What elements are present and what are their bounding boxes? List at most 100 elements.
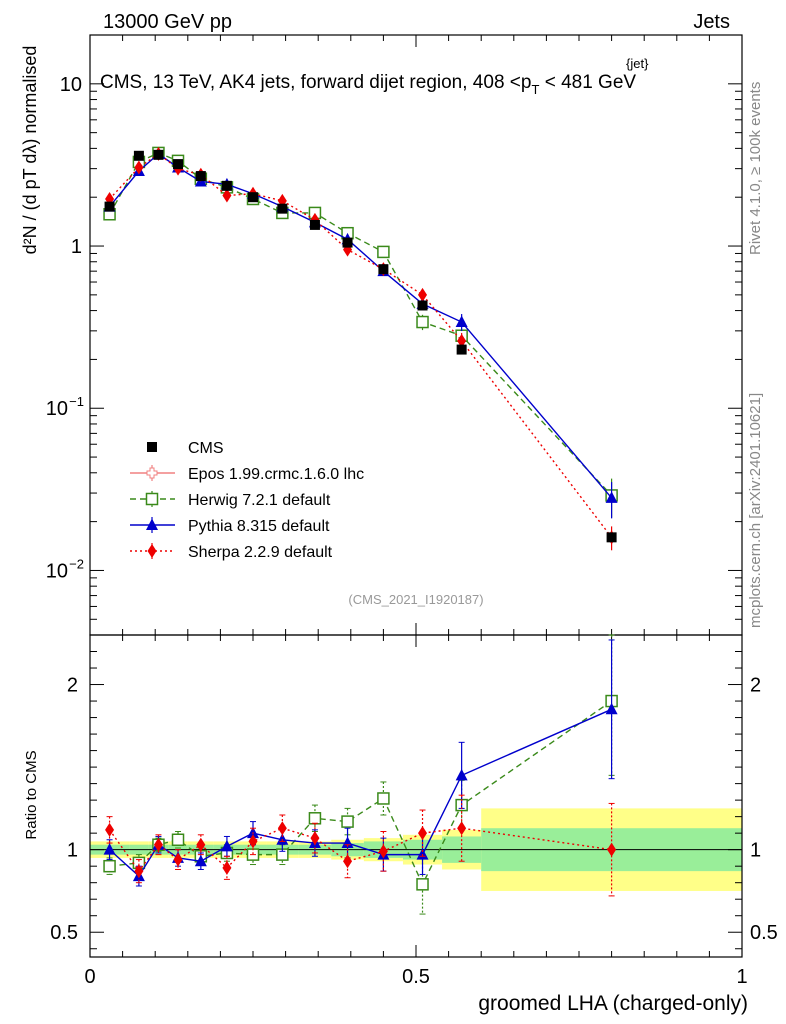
legend-marker [145,492,159,506]
y-tick-label: 1 [71,236,82,258]
ratio-y-label: Ratio to CMS [23,750,40,839]
x-tick-label: 1 [736,966,747,988]
series-line-main [108,152,613,496]
legend-entry: CMS [147,440,224,457]
ratio-panel: 0 0.5 10.5 0.51 12 2 [50,634,778,988]
series-point-ratio [171,833,185,847]
data-point [173,159,184,170]
y-tick-label: 10 [46,398,68,420]
y-tick-label: 10 [46,560,68,582]
ratio-y-tick-label-right: 2 [750,675,761,697]
y-tick-exponent: −2 [69,556,84,571]
series-point-main [134,160,144,175]
data-point [417,300,428,311]
x-tick-label: 0 [84,966,95,988]
ratio-frame [89,634,743,958]
ratio-y-tick-label: 2 [67,675,78,697]
data-point [104,201,115,212]
data-point [378,264,389,275]
series-point-main [605,491,618,503]
legend-marker [146,518,158,530]
plot-title-sub: T [531,82,539,97]
plot-title-sup: {jet} [626,56,649,71]
series-line-ratio [108,827,612,873]
data-point [606,532,617,543]
series-line-main [109,152,613,499]
rivet-label: Rivet 4.1.0, ≥ 100k events [747,82,764,255]
series-point-ratio [103,859,116,873]
series-point-ratio [455,768,468,781]
series-point-main [416,315,429,329]
data-point [153,149,164,160]
mcplots-label: mcplots.cern.ch [arXiv:2401.10621] [747,393,764,628]
series-point-ratio [308,812,322,825]
legend-entry: Epos 1.99.crmc.1.6.0 lhc [130,465,364,483]
series-point-ratio [173,852,183,867]
series-point-main [457,333,467,348]
ratio-y-tick-label-right: 1 [750,840,761,862]
series-point-ratio [277,821,287,836]
x-tick-label: 0.5 [402,966,430,988]
ratio-y-tick-label-right: 0.5 [750,922,778,944]
data-point [221,180,232,191]
data-point [309,219,320,230]
data-point [248,192,258,203]
series-point-main [222,188,232,203]
data-point [456,344,467,355]
ratio-y-tick-label: 1 [67,840,78,862]
legend-marker [146,467,158,479]
plot-title-prefix: CMS, 13 TeV, AK4 jets, forward dijet reg… [100,72,521,93]
legend-label: Sherpa 2.2.9 default [188,544,333,561]
legend-entry: Sherpa 2.2.9 default [130,543,333,561]
series-point-ratio [153,837,163,852]
plot-title-var: p [521,72,532,93]
series-point-ratio [248,834,258,849]
analysis-id: (CMS_2021_I1920187) [348,592,483,607]
series-point-ratio [134,864,144,879]
series-point-ratio [196,837,206,852]
legend-label: Herwig 7.2.1 default [188,492,331,509]
data-point [277,203,288,214]
data-point [195,171,206,182]
y-tick-label: 10 [60,74,82,96]
series-point-ratio [378,844,388,859]
series-point-ratio [105,822,115,837]
series-point-ratio [607,842,617,857]
plot-title-suffix: < 481 GeV [545,72,637,93]
legend-marker [147,442,157,452]
data-point [133,150,144,161]
series-point-ratio [418,826,428,841]
legend-entry: Pythia 8.315 default [130,517,330,535]
legend-entry: Herwig 7.2.1 default [130,491,331,509]
series-point-ratio [605,702,618,715]
series-point-ratio [220,839,233,852]
main-y-label: d²N / (d pT dλ) normalised [20,46,40,255]
jets-label: Jets [693,11,730,33]
series-line-ratio [109,700,612,886]
x-axis-label: groomed LHA (charged-only) [478,992,748,1015]
legend-marker [147,544,157,558]
series-point-main [377,245,390,259]
legend-label: Pythia 8.315 default [188,518,330,535]
series-point-ratio [457,821,467,836]
plot-title: CMS, 13 TeV, AK4 jets, forward dijet reg… [100,72,636,97]
series-point-ratio [103,843,116,855]
ratio-y-tick-label: 0.5 [50,922,78,944]
series-point-ratio [341,815,354,828]
series-point-main [455,315,468,328]
data-point [342,237,353,248]
energy-label: 13000 GeV pp [103,11,232,33]
series-point-ratio [310,831,320,846]
series-point-ratio [222,860,232,875]
y-tick-exponent: −1 [69,394,84,409]
legend-label: Epos 1.99.crmc.1.6.0 lhc [188,466,364,483]
series-point-ratio [343,854,353,869]
legend: CMS Epos 1.99.crmc.1.6.0 lhc Herwig 7.2.1 … [130,440,364,561]
series-point-ratio [194,854,207,867]
series-point-main [418,287,428,302]
legend-label: CMS [188,440,224,457]
series-point-ratio [416,878,429,891]
series-point-ratio [377,792,390,805]
